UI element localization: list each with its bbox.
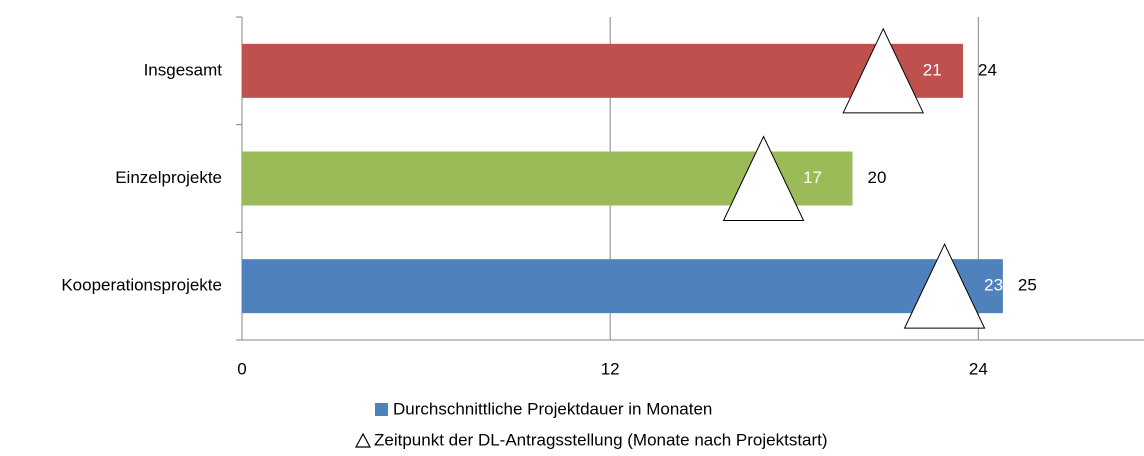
legend-label: Durchschnittliche Projektdauer in Monate… xyxy=(393,399,712,418)
y-tick-label: Kooperationsprojekte xyxy=(61,276,222,295)
triangle-value-label: 17 xyxy=(803,168,822,187)
triangle-marker xyxy=(842,27,925,114)
x-tick-label: 12 xyxy=(601,359,620,378)
legend-swatch xyxy=(354,432,372,448)
triangle-value-label: 21 xyxy=(923,60,942,79)
bar-value-label: 25 xyxy=(1018,276,1037,295)
bar-value-label: 24 xyxy=(978,60,997,79)
bar-value-label: 20 xyxy=(868,168,887,187)
triangle-marker xyxy=(903,243,986,329)
triangle-marker xyxy=(722,135,805,221)
x-tick-label: 24 xyxy=(969,359,988,378)
legend-label: Zeitpunkt der DL-Antragsstellung (Monate… xyxy=(374,430,828,449)
bar xyxy=(242,43,963,98)
bar xyxy=(242,259,1003,314)
legend-swatch xyxy=(375,403,388,416)
x-tick-label: 0 xyxy=(237,359,246,378)
y-tick-label: Einzelprojekte xyxy=(115,168,222,187)
triangle-value-label: 23 xyxy=(984,276,1003,295)
y-tick-label: Insgesamt xyxy=(144,60,223,79)
